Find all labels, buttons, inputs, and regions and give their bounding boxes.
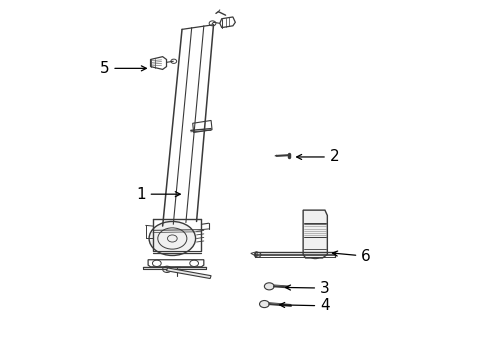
Circle shape [163, 266, 172, 273]
Text: 5: 5 [99, 61, 147, 76]
Circle shape [265, 283, 274, 290]
Text: 2: 2 [296, 149, 340, 165]
Circle shape [309, 250, 321, 259]
Text: 4: 4 [280, 298, 330, 313]
Circle shape [149, 221, 196, 256]
Text: 1: 1 [136, 187, 180, 202]
Text: 3: 3 [286, 280, 330, 296]
Polygon shape [303, 210, 327, 258]
Text: 6: 6 [333, 249, 371, 264]
Polygon shape [167, 268, 211, 279]
Circle shape [260, 301, 269, 307]
